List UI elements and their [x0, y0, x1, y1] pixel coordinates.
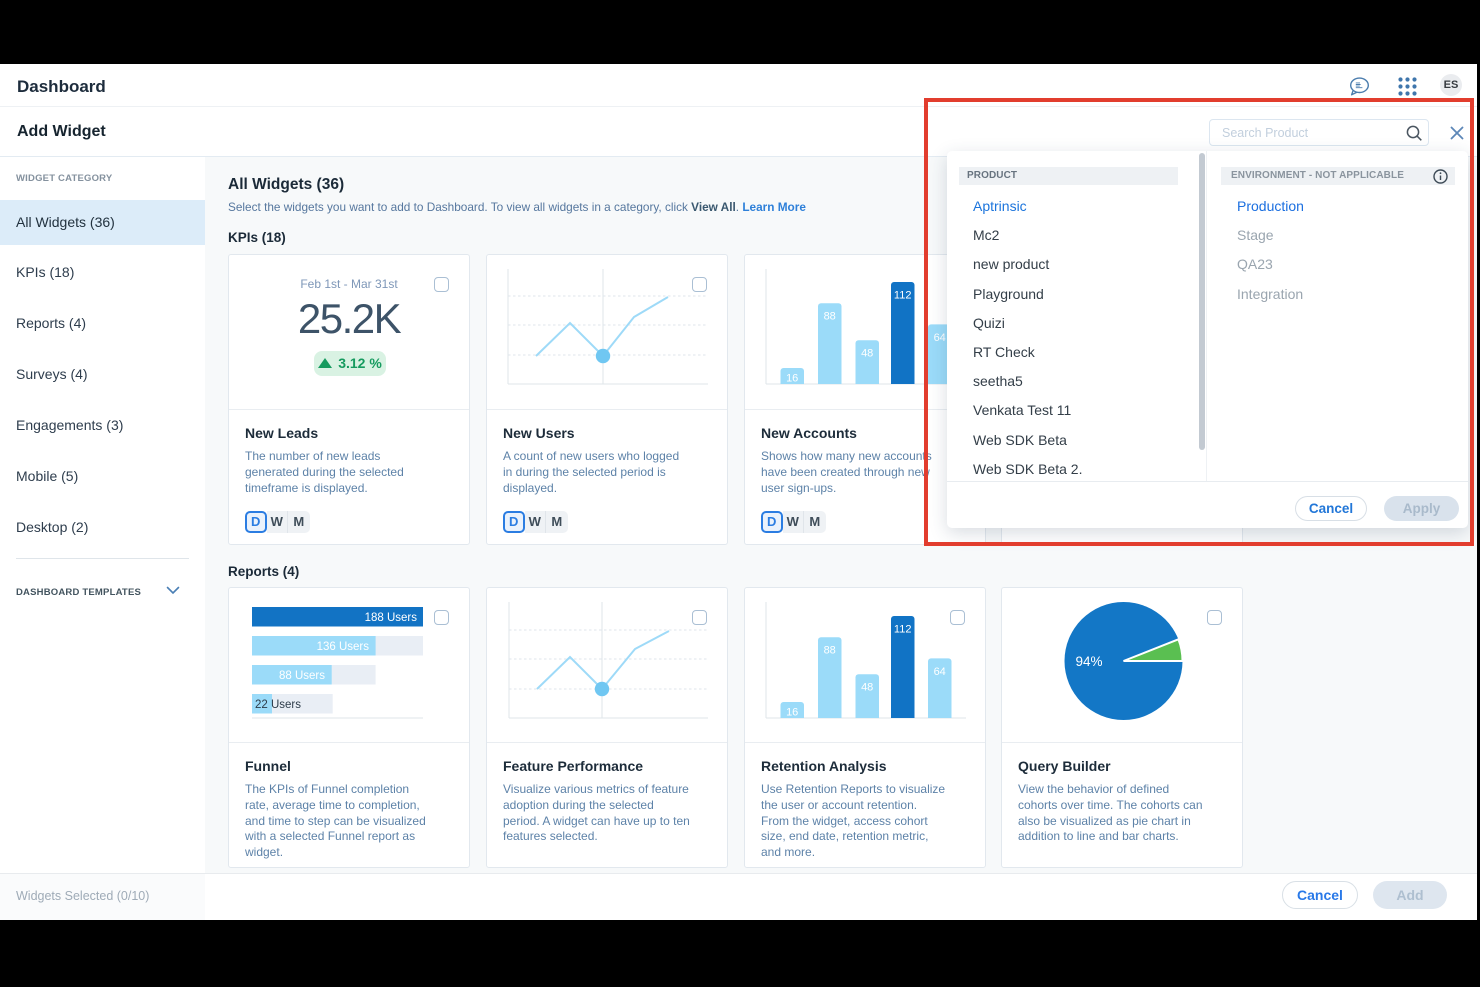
- svg-text:112: 112: [894, 290, 912, 302]
- svg-text:48: 48: [861, 348, 873, 360]
- svg-text:16: 16: [786, 373, 798, 385]
- svg-text:136 Users: 136 Users: [317, 641, 370, 653]
- svg-text:48: 48: [861, 682, 873, 694]
- svg-text:88: 88: [824, 645, 836, 657]
- svg-text:64: 64: [934, 332, 946, 344]
- svg-text:188 Users: 188 Users: [365, 612, 418, 624]
- svg-text:94%: 94%: [1075, 654, 1102, 669]
- svg-text:22 Users: 22 Users: [255, 699, 301, 711]
- svg-text:112: 112: [894, 624, 912, 636]
- svg-text:16: 16: [786, 707, 798, 719]
- svg-text:64: 64: [934, 666, 946, 678]
- svg-text:88 Users: 88 Users: [279, 670, 325, 682]
- svg-text:88: 88: [824, 311, 836, 323]
